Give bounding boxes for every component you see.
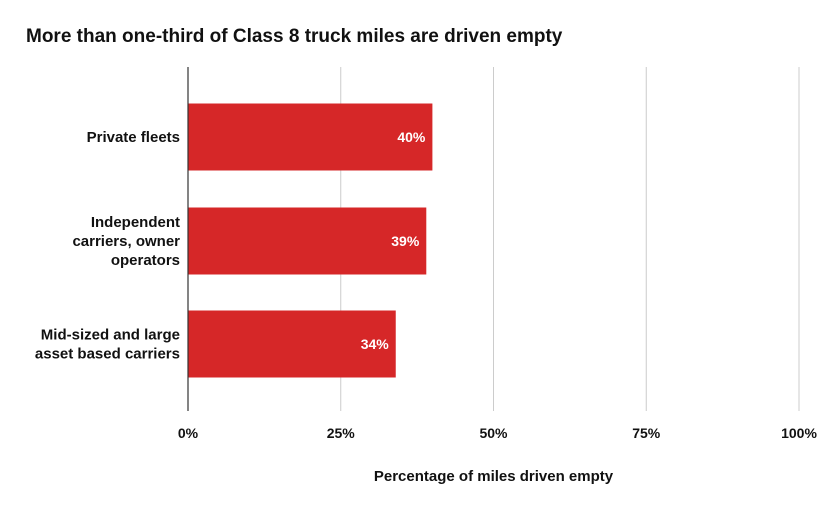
category-label-2-1: asset based carriers — [35, 346, 180, 363]
chart-title: More than one-third of Class 8 truck mil… — [26, 26, 563, 47]
category-label-1-0: Independent — [91, 214, 180, 231]
category-label-2-0: Mid-sized and large — [41, 327, 180, 344]
x-tick-label-100: 100% — [781, 425, 817, 441]
x-tick-label-0: 0% — [178, 425, 199, 441]
data-label-1: 39% — [391, 233, 420, 249]
x-tick-label-25: 25% — [327, 425, 356, 441]
x-tick-label-75: 75% — [632, 425, 661, 441]
x-tick-label-50: 50% — [479, 425, 508, 441]
bar-0 — [188, 103, 433, 171]
category-label-0-0: Private fleets — [87, 129, 180, 146]
x-axis-title: Percentage of miles driven empty — [374, 468, 614, 485]
category-label-1-1: carriers, owner — [72, 233, 180, 250]
category-label-1-2: operators — [111, 252, 180, 269]
data-label-2: 34% — [361, 336, 390, 352]
data-label-0: 40% — [397, 129, 426, 145]
bar-2 — [188, 310, 396, 378]
bar-1 — [188, 207, 427, 275]
